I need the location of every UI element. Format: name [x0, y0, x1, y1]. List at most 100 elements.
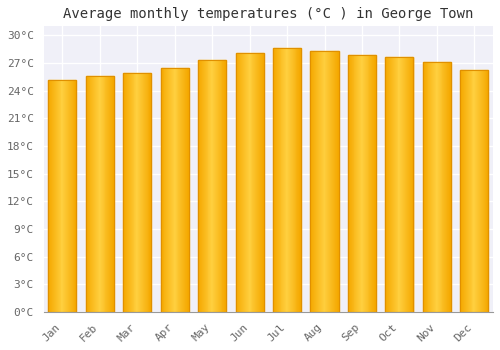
Bar: [300, 48, 301, 312]
Bar: [278, 48, 280, 312]
Bar: [245, 53, 246, 312]
Bar: [468, 70, 469, 312]
Bar: [460, 70, 488, 312]
Bar: [88, 76, 90, 312]
Bar: [285, 48, 286, 312]
Bar: [238, 53, 240, 312]
Bar: [478, 70, 479, 312]
Bar: [213, 60, 214, 312]
Bar: [198, 60, 226, 312]
Bar: [284, 48, 285, 312]
Bar: [90, 76, 92, 312]
Bar: [363, 55, 364, 312]
Bar: [366, 55, 368, 312]
Bar: [199, 60, 200, 312]
Bar: [428, 62, 430, 312]
Bar: [317, 51, 318, 312]
Bar: [214, 60, 215, 312]
Bar: [365, 55, 366, 312]
Bar: [276, 48, 277, 312]
Bar: [52, 80, 53, 312]
Bar: [400, 57, 402, 312]
Bar: [446, 62, 447, 312]
Bar: [167, 68, 168, 312]
Bar: [439, 62, 440, 312]
Bar: [124, 73, 125, 312]
Bar: [139, 73, 140, 312]
Bar: [292, 48, 294, 312]
Bar: [326, 51, 328, 312]
Bar: [248, 53, 250, 312]
Bar: [361, 55, 362, 312]
Bar: [433, 62, 434, 312]
Bar: [132, 73, 134, 312]
Bar: [258, 53, 259, 312]
Bar: [409, 57, 410, 312]
Bar: [128, 73, 129, 312]
Bar: [123, 73, 152, 312]
Bar: [126, 73, 127, 312]
Bar: [486, 70, 488, 312]
Bar: [54, 80, 55, 312]
Bar: [289, 48, 290, 312]
Bar: [180, 68, 182, 312]
Bar: [280, 48, 281, 312]
Bar: [484, 70, 486, 312]
Bar: [350, 55, 352, 312]
Bar: [312, 51, 314, 312]
Bar: [402, 57, 403, 312]
Bar: [68, 80, 69, 312]
Bar: [395, 57, 396, 312]
Bar: [466, 70, 467, 312]
Bar: [101, 76, 102, 312]
Bar: [66, 80, 67, 312]
Bar: [48, 80, 50, 312]
Bar: [244, 53, 245, 312]
Bar: [290, 48, 291, 312]
Bar: [217, 60, 218, 312]
Bar: [99, 76, 100, 312]
Bar: [324, 51, 326, 312]
Bar: [436, 62, 437, 312]
Bar: [166, 68, 167, 312]
Bar: [330, 51, 331, 312]
Bar: [92, 76, 94, 312]
Bar: [65, 80, 66, 312]
Bar: [97, 76, 98, 312]
Bar: [370, 55, 372, 312]
Bar: [287, 48, 288, 312]
Bar: [240, 53, 241, 312]
Bar: [51, 80, 52, 312]
Bar: [275, 48, 276, 312]
Bar: [373, 55, 374, 312]
Bar: [464, 70, 465, 312]
Bar: [352, 55, 354, 312]
Bar: [470, 70, 472, 312]
Bar: [111, 76, 112, 312]
Bar: [256, 53, 257, 312]
Bar: [242, 53, 243, 312]
Bar: [368, 55, 370, 312]
Bar: [386, 57, 413, 312]
Bar: [95, 76, 96, 312]
Bar: [169, 68, 170, 312]
Bar: [220, 60, 222, 312]
Bar: [55, 80, 56, 312]
Bar: [393, 57, 394, 312]
Bar: [354, 55, 356, 312]
Bar: [50, 80, 51, 312]
Bar: [462, 70, 463, 312]
Bar: [348, 55, 376, 312]
Bar: [98, 76, 99, 312]
Bar: [480, 70, 481, 312]
Bar: [310, 51, 338, 312]
Bar: [335, 51, 336, 312]
Bar: [185, 68, 186, 312]
Bar: [173, 68, 174, 312]
Bar: [176, 68, 178, 312]
Bar: [398, 57, 400, 312]
Bar: [412, 57, 414, 312]
Bar: [200, 60, 201, 312]
Bar: [138, 73, 139, 312]
Bar: [374, 55, 375, 312]
